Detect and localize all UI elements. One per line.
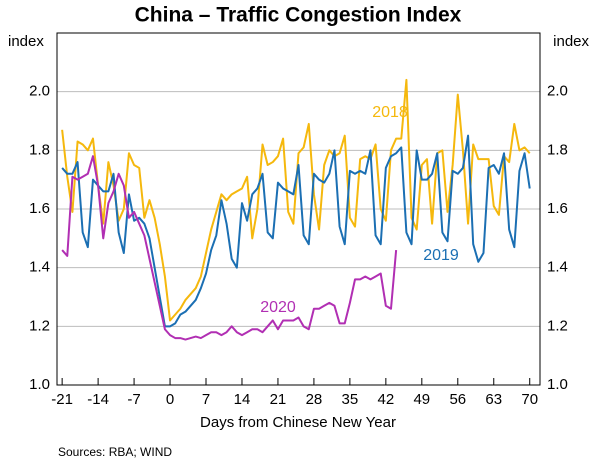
series-label: 2020 — [260, 299, 296, 316]
y2-tick-label: 2.0 — [547, 83, 568, 100]
y2-tick-label: 1.6 — [547, 200, 568, 217]
x-tick-label: -14 — [87, 391, 109, 408]
x-tick-label: -21 — [51, 391, 73, 408]
series-line — [61, 78, 531, 322]
y-axis-label: index — [8, 33, 44, 50]
y-tick-label: 1.0 — [29, 376, 50, 393]
x-tick-label: 7 — [202, 391, 210, 408]
y2-tick-label: 1.0 — [547, 376, 568, 393]
x-tick-label: 35 — [342, 391, 359, 408]
x-tick-label: 63 — [485, 391, 502, 408]
y-tick-label: 1.4 — [29, 259, 50, 276]
x-tick-label: 70 — [521, 391, 538, 408]
x-tick-label: -7 — [127, 391, 140, 408]
x-tick-label: 14 — [234, 391, 251, 408]
y-tick-label: 1.6 — [29, 200, 50, 217]
y-tick-label: 1.2 — [29, 317, 50, 334]
chart-title: China – Traffic Congestion Index — [135, 4, 462, 27]
x-tick-label: 28 — [306, 391, 323, 408]
x-tick-label: 21 — [270, 391, 287, 408]
y2-tick-label: 1.8 — [547, 141, 568, 158]
x-tick-label: 56 — [449, 391, 466, 408]
y-tick-label: 1.8 — [29, 141, 50, 158]
source-note: Sources: RBA; WIND — [58, 445, 172, 459]
series-label: 2018 — [372, 104, 408, 121]
plot-frame — [56, 32, 541, 386]
x-tick-label: 0 — [166, 391, 174, 408]
y2-axis-label: index — [553, 33, 589, 50]
x-tick-label: 42 — [378, 391, 395, 408]
y-tick-label: 2.0 — [29, 83, 50, 100]
x-axis-label: Days from Chinese New Year — [200, 414, 396, 431]
y2-tick-label: 1.2 — [547, 317, 568, 334]
y2-tick-label: 1.4 — [547, 259, 568, 276]
series-label: 2019 — [423, 247, 459, 264]
series-line — [61, 134, 531, 328]
series-line — [61, 155, 398, 341]
x-tick-label: 49 — [413, 391, 430, 408]
